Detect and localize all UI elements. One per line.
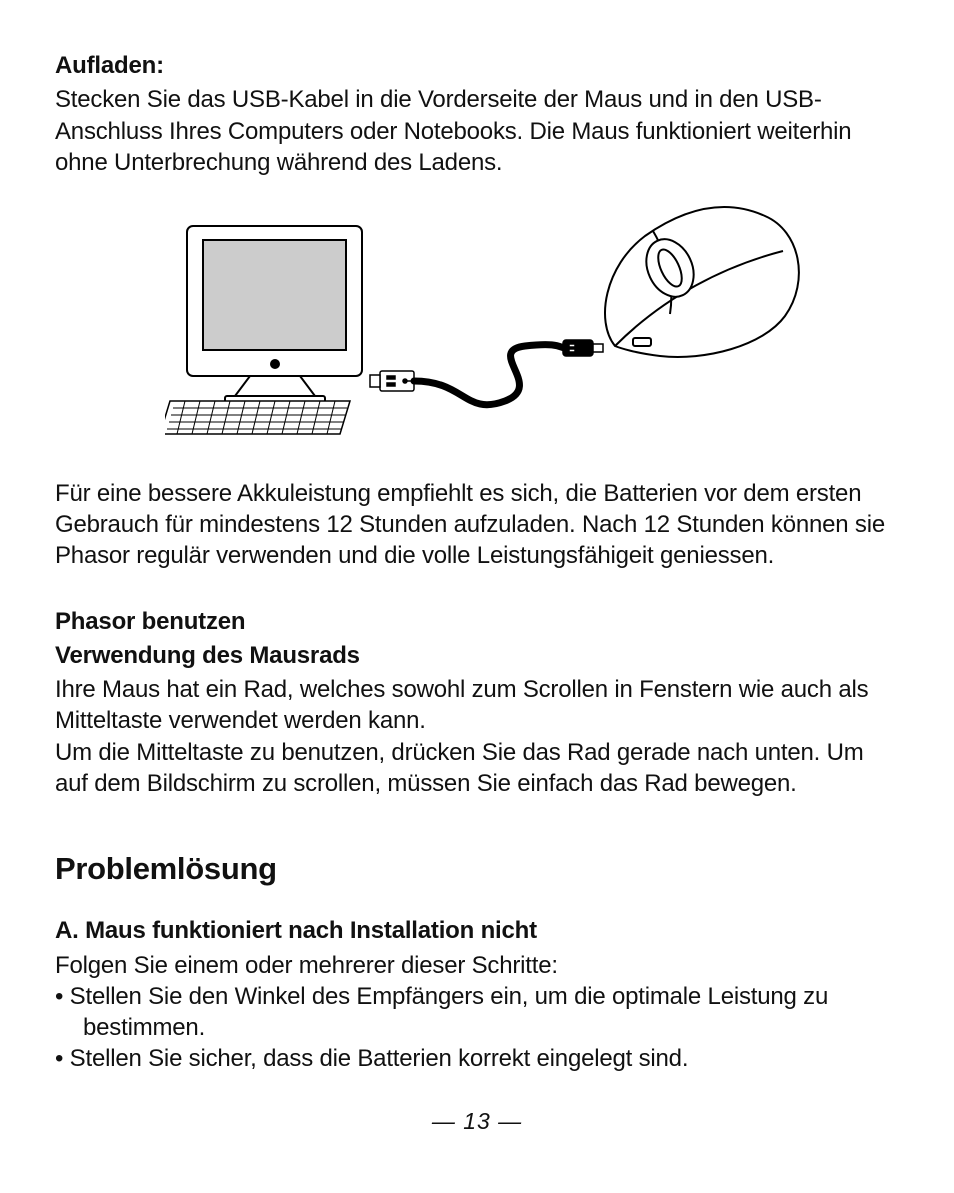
usb-cable-icon bbox=[414, 345, 565, 405]
charging-illustration bbox=[55, 178, 899, 478]
aufladen-note: Für eine bessere Akkuleistung empfiehlt … bbox=[55, 478, 899, 572]
aufladen-paragraph: Stecken Sie das USB-Kabel in die Vorders… bbox=[55, 84, 899, 178]
phasor-paragraph: Ihre Maus hat ein Rad, welches sowohl zu… bbox=[55, 674, 899, 799]
mouse-icon bbox=[605, 207, 799, 357]
troubleshoot-a-heading: A. Maus funktioniert nach Installation n… bbox=[55, 915, 899, 947]
usb-a-plug-icon bbox=[370, 371, 414, 391]
list-item: Stellen Sie sicher, dass die Batterien k… bbox=[55, 1043, 899, 1074]
phasor-heading-1: Phasor benutzen bbox=[55, 606, 899, 638]
phasor-heading-2: Verwendung des Mausrads bbox=[55, 640, 899, 672]
troubleshoot-title: Problemlösung bbox=[55, 849, 899, 889]
keyboard-icon bbox=[165, 401, 350, 434]
aufladen-heading: Aufladen: bbox=[55, 50, 899, 82]
troubleshoot-a-intro: Folgen Sie einem oder mehrerer dieser Sc… bbox=[55, 950, 899, 981]
usb-micro-plug-icon bbox=[563, 340, 603, 356]
list-item: Stellen Sie den Winkel des Empfängers ei… bbox=[55, 981, 899, 1043]
troubleshoot-a-list: Stellen Sie den Winkel des Empfängers ei… bbox=[55, 981, 899, 1075]
page-number: — 13 — bbox=[55, 1108, 899, 1135]
monitor-icon bbox=[187, 226, 362, 404]
